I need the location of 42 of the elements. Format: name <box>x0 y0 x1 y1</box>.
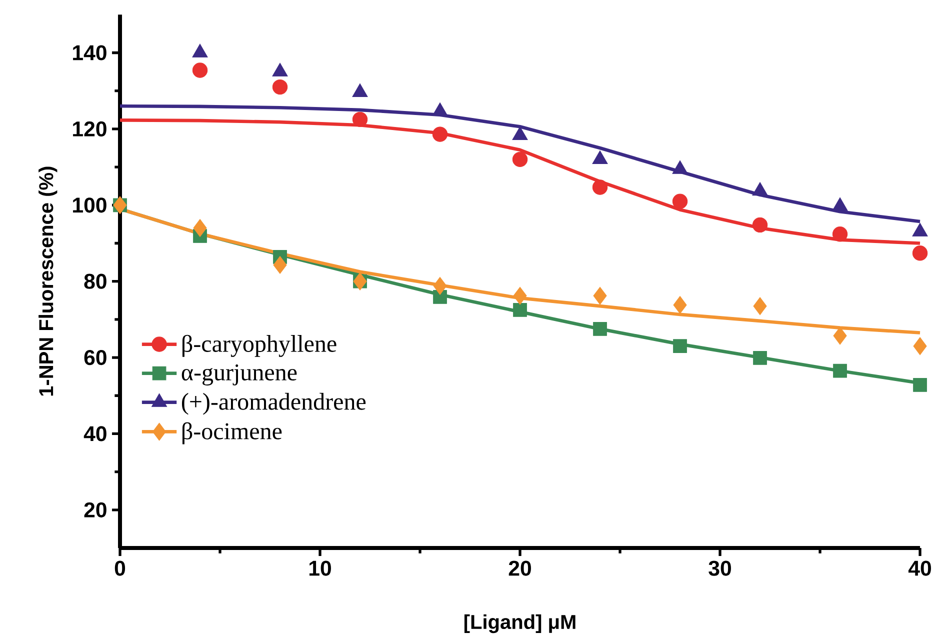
legend-label: (+)-aromadendrene <box>182 392 366 415</box>
x-tick-label: 20 <box>508 560 531 576</box>
point <box>193 219 207 237</box>
y-axis-title: 1-NPN Fluorescence (%) <box>38 166 58 396</box>
y-tick-label: 20 <box>84 502 106 518</box>
y-tick-label: 100 <box>73 198 106 213</box>
point <box>833 364 847 378</box>
x-tick-label: 40 <box>908 560 931 576</box>
legend-label: β-ocimene <box>182 422 282 444</box>
y-tick-label: 60 <box>84 350 106 366</box>
y-tick-label: 140 <box>73 45 106 60</box>
point <box>832 226 848 242</box>
point <box>673 339 687 354</box>
point <box>513 286 527 305</box>
point <box>513 302 527 317</box>
y-tick-label: 120 <box>73 121 106 136</box>
point <box>913 337 927 356</box>
point <box>593 286 607 305</box>
point <box>593 322 607 336</box>
point <box>673 296 687 314</box>
point <box>672 194 688 209</box>
point <box>753 297 767 316</box>
x-tick-label: 30 <box>708 560 731 576</box>
point <box>912 246 928 261</box>
point <box>753 350 767 365</box>
legend-label: α-gurjunene <box>182 364 297 386</box>
point <box>192 62 208 78</box>
point <box>752 217 768 233</box>
legend-label: β-caryophyllene <box>182 334 336 357</box>
y-tick-label: 80 <box>84 274 106 289</box>
x-tick-label: 10 <box>309 560 331 576</box>
point <box>273 256 287 274</box>
point <box>913 378 927 392</box>
x-tick-label: 0 <box>114 560 126 576</box>
point <box>272 79 288 95</box>
point <box>512 152 528 168</box>
point <box>352 112 368 128</box>
x-axis-title: [Ligand] μM <box>464 614 576 634</box>
point <box>433 276 447 295</box>
point <box>432 126 448 142</box>
point <box>592 180 608 195</box>
y-tick-label: 40 <box>84 426 106 442</box>
